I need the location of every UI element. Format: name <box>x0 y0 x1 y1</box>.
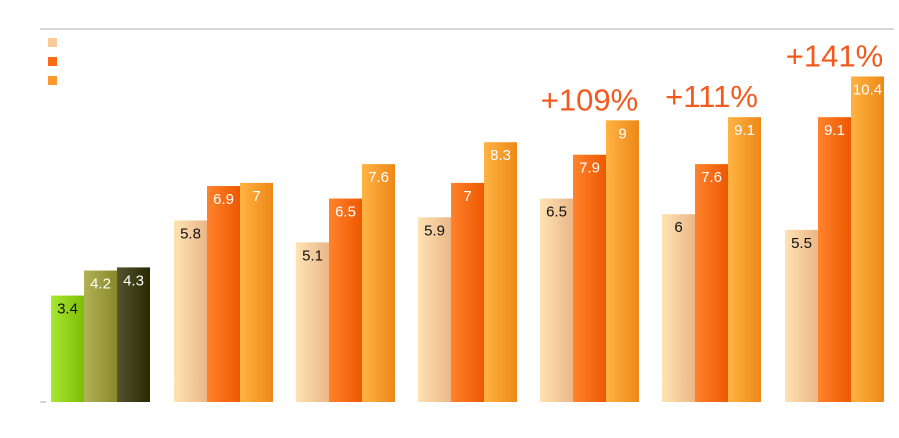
data-label-group6-series3: 9.1 <box>734 122 755 139</box>
bar-group5-series2 <box>573 154 606 402</box>
bar-group3-series3 <box>362 164 395 402</box>
data-label-group4-series1: 5.9 <box>424 222 445 239</box>
data-label-group6-series2: 7.6 <box>701 169 722 186</box>
legend-marker-2 <box>48 57 57 66</box>
bar-group4-series1 <box>418 217 451 402</box>
legend <box>48 38 57 85</box>
growth-annotation-2: +111% <box>665 79 758 114</box>
bar-group3-series1 <box>296 242 329 402</box>
data-label-group2-series1: 5.8 <box>180 225 201 242</box>
data-label-group5-series2: 7.9 <box>579 160 600 177</box>
annotations: +109% +111% +141% <box>541 38 883 117</box>
data-label-group5-series3: 9 <box>618 125 626 142</box>
bar-group1-series1 <box>51 295 84 402</box>
bar-group4-series3 <box>484 142 517 402</box>
bar-group7-series3 <box>851 76 884 402</box>
bar-group2-series2 <box>207 186 240 402</box>
data-label-group4-series3: 8.3 <box>490 147 511 164</box>
data-label-group6-series1: 6 <box>674 219 682 236</box>
bar-group6-series1 <box>662 214 695 402</box>
data-label-group4-series2: 7 <box>463 188 471 205</box>
data-label-group7-series3: 10.4 <box>853 81 882 98</box>
bar-group7-series2 <box>818 117 851 403</box>
bar-group2-series3 <box>240 182 273 402</box>
data-label-group3-series2: 6.5 <box>335 204 356 221</box>
data-label-group2-series3: 7 <box>252 188 260 205</box>
data-label-group1-series1: 3.4 <box>57 301 78 318</box>
data-label-group1-series3: 4.3 <box>123 272 144 289</box>
data-labels: 3.4 4.2 4.3 5.8 6.9 7 5.1 6.5 7.6 5.9 7 8.3 6.5 7.9 9 6… <box>57 81 882 317</box>
data-label-group5-series1: 6.5 <box>546 204 567 221</box>
legend-marker-1 <box>48 38 57 47</box>
growth-annotation-3: +141% <box>786 38 883 73</box>
bar-group4-series2 <box>451 182 484 402</box>
data-label-group7-series2: 9.1 <box>824 122 845 139</box>
bar-group6-series2 <box>695 164 728 402</box>
bar-group1-series3 <box>117 267 150 402</box>
bar-group1-series2 <box>84 270 117 402</box>
bars <box>51 76 884 403</box>
growth-annotation-1: +109% <box>541 82 638 117</box>
bar-group5-series3 <box>606 120 639 403</box>
bar-group7-series1 <box>785 229 818 402</box>
legend-marker-3 <box>48 76 57 85</box>
data-label-group2-series2: 6.9 <box>213 191 234 208</box>
bar-group5-series1 <box>540 198 573 402</box>
data-label-group3-series1: 5.1 <box>302 247 323 264</box>
data-label-group3-series3: 7.6 <box>368 169 389 186</box>
bar-group6-series3 <box>728 117 761 403</box>
data-label-group7-series1: 5.5 <box>791 235 812 252</box>
bar-group3-series2 <box>329 198 362 402</box>
bar-group2-series1 <box>174 220 207 402</box>
data-label-group1-series2: 4.2 <box>90 276 111 293</box>
